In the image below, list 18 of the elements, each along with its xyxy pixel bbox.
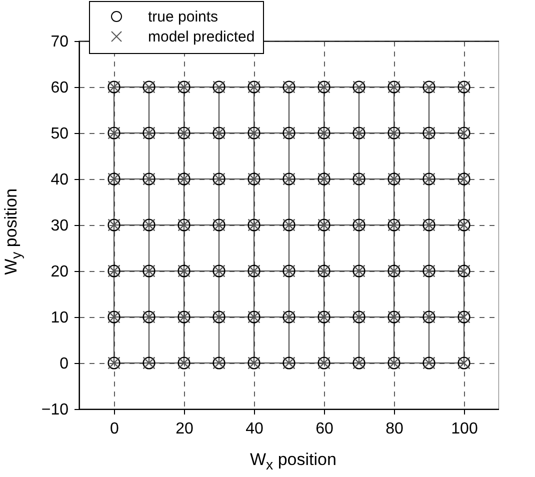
x-tick-label: 0 [110, 420, 120, 438]
y-tick-label: 20 [50, 264, 69, 280]
x-tick-label: 20 [176, 420, 194, 438]
legend-label: true points [148, 8, 218, 26]
x-axis-title: W$_{x}$ position [250, 450, 336, 474]
y-tick-label: 10 [50, 310, 69, 326]
y-tick-label: 0 [60, 356, 69, 372]
x-tick-label: 80 [386, 420, 404, 438]
x-tick-label: 100 [451, 420, 478, 438]
y-tick-label: 50 [50, 126, 69, 142]
y-tick-label: 30 [50, 218, 69, 234]
x-tick-label: 40 [246, 420, 264, 438]
legend-label: model predicted [148, 28, 255, 46]
y-tick-label: 60 [50, 80, 69, 96]
x-tick-label: 60 [316, 420, 334, 438]
y-tick-label: 40 [50, 172, 69, 188]
y-tick-label: −10 [41, 402, 69, 418]
y-tick-label: 70 [50, 34, 69, 50]
